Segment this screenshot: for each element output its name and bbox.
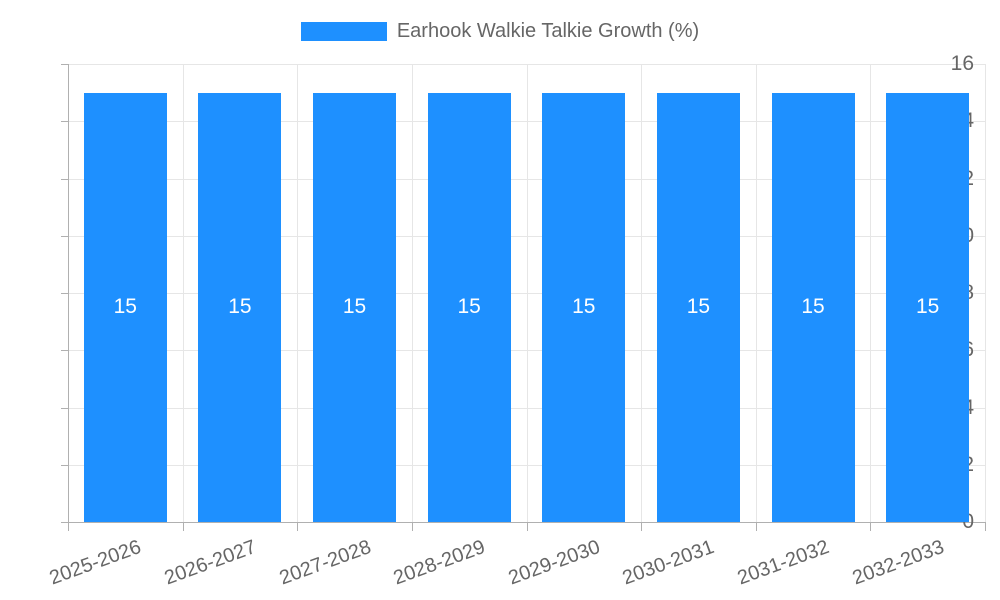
bar-value-label: 15 bbox=[228, 295, 252, 319]
bar[interactable]: 15 bbox=[656, 92, 740, 522]
gridline-vertical bbox=[641, 64, 643, 522]
gridline-vertical bbox=[526, 64, 528, 522]
x-axis-tick bbox=[755, 522, 757, 531]
y-tick-label: 16 bbox=[950, 52, 974, 75]
x-tick-label: 2026-2027 bbox=[161, 536, 259, 590]
gridline-vertical bbox=[870, 64, 872, 522]
y-axis-tick bbox=[61, 178, 68, 180]
bar[interactable]: 15 bbox=[427, 92, 511, 522]
y-axis-tick bbox=[61, 522, 68, 523]
gridline-vertical bbox=[182, 64, 184, 522]
x-tick-label: 2025-2026 bbox=[46, 536, 145, 590]
bar-value-label: 15 bbox=[342, 295, 367, 319]
y-axis-tick bbox=[61, 407, 68, 409]
x-axis-tick bbox=[526, 522, 528, 531]
legend[interactable]: Earhook Walkie Talkie Growth (%) bbox=[0, 14, 1000, 48]
gridline-vertical bbox=[411, 64, 413, 522]
x-axis-tick bbox=[297, 522, 299, 531]
bar[interactable]: 15 bbox=[313, 92, 397, 522]
y-axis-tick bbox=[61, 64, 68, 65]
x-axis-tick bbox=[68, 522, 69, 531]
x-tick-label: 2029-2030 bbox=[505, 536, 603, 590]
y-axis-tick bbox=[61, 235, 68, 237]
x-tick-label: 2031-2032 bbox=[734, 536, 833, 590]
x-tick-label: 2032-2033 bbox=[849, 536, 947, 590]
bar[interactable]: 15 bbox=[771, 92, 855, 522]
y-axis-tick bbox=[61, 350, 68, 352]
bar[interactable]: 15 bbox=[198, 92, 282, 522]
x-tick-label: 2030-2031 bbox=[620, 536, 718, 590]
x-axis-tick bbox=[411, 522, 413, 531]
bar[interactable]: 15 bbox=[886, 92, 970, 522]
gridline-vertical bbox=[297, 64, 299, 522]
x-axis-tick bbox=[985, 522, 986, 531]
x-axis-tick bbox=[641, 522, 643, 531]
bar[interactable]: 15 bbox=[83, 92, 167, 522]
bar-value-label: 15 bbox=[113, 295, 137, 319]
y-axis-tick bbox=[61, 464, 68, 466]
x-tick-label: 2028-2029 bbox=[390, 536, 489, 590]
bar-value-label: 15 bbox=[686, 295, 711, 319]
bar-value-label: 15 bbox=[916, 295, 940, 319]
gridline-vertical bbox=[985, 64, 986, 522]
x-axis-tick bbox=[870, 522, 872, 531]
y-axis-tick bbox=[61, 121, 68, 123]
x-axis-tick bbox=[182, 522, 184, 531]
y-axis-line bbox=[68, 64, 69, 522]
bar[interactable]: 15 bbox=[542, 92, 626, 522]
bar-value-label: 15 bbox=[801, 295, 825, 319]
bar-value-label: 15 bbox=[457, 295, 481, 319]
plot-area: 0246810121416152025-2026152026-202715202… bbox=[47, 52, 986, 589]
bar-value-label: 15 bbox=[572, 295, 596, 319]
x-tick-label: 2027-2028 bbox=[276, 536, 374, 590]
y-axis-tick bbox=[61, 293, 68, 294]
legend-label: Earhook Walkie Talkie Growth (%) bbox=[396, 19, 700, 42]
legend-swatch-icon bbox=[300, 21, 387, 41]
gridline-vertical bbox=[755, 64, 757, 522]
